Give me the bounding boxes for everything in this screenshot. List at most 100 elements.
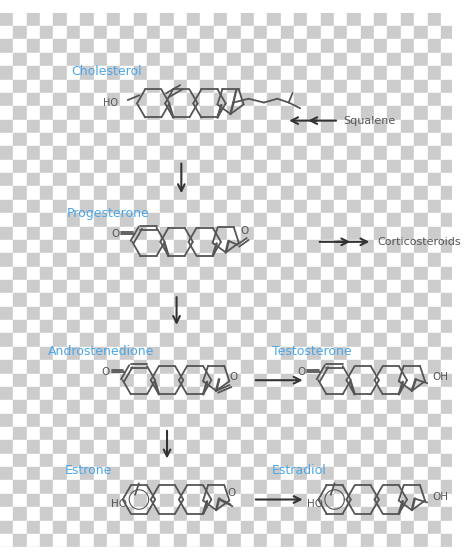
Bar	[294, 120, 307, 133]
Bar	[134, 26, 147, 40]
Bar	[374, 467, 387, 480]
Bar	[173, 160, 187, 173]
Bar	[361, 480, 374, 494]
Bar	[54, 520, 67, 534]
Bar	[27, 440, 40, 454]
Bar	[387, 534, 401, 547]
Bar	[334, 467, 347, 480]
Bar	[214, 387, 227, 400]
Bar	[93, 146, 107, 160]
Bar	[0, 200, 13, 213]
Bar	[0, 400, 13, 414]
Bar	[40, 53, 54, 66]
Bar	[428, 120, 441, 133]
Bar	[201, 454, 214, 467]
Bar	[240, 400, 254, 414]
Bar	[227, 387, 240, 400]
Bar	[374, 400, 387, 414]
Bar	[347, 160, 361, 173]
Bar	[428, 427, 441, 440]
Bar	[321, 53, 334, 66]
Bar	[387, 360, 401, 374]
Bar	[187, 66, 201, 80]
Bar	[187, 146, 201, 160]
Bar	[160, 253, 173, 267]
Bar	[13, 200, 27, 213]
Bar	[67, 80, 80, 93]
Bar	[67, 13, 80, 26]
Bar	[307, 280, 321, 293]
Bar	[187, 440, 201, 454]
Bar	[334, 360, 347, 374]
Bar	[107, 66, 120, 80]
Bar	[67, 467, 80, 480]
Bar	[240, 427, 254, 440]
Bar	[281, 480, 294, 494]
Bar	[281, 320, 294, 333]
Bar	[27, 547, 40, 560]
Bar	[387, 280, 401, 293]
Bar	[267, 427, 281, 440]
Bar	[173, 26, 187, 40]
Bar	[120, 467, 134, 480]
Bar	[281, 414, 294, 427]
Bar	[361, 106, 374, 120]
Bar	[281, 253, 294, 267]
Bar	[147, 13, 160, 26]
Bar	[428, 320, 441, 333]
Bar	[321, 80, 334, 93]
Bar	[120, 494, 134, 507]
Bar	[13, 333, 27, 347]
Bar	[428, 200, 441, 213]
Bar	[0, 507, 13, 520]
Bar	[361, 66, 374, 80]
Bar	[294, 534, 307, 547]
Bar	[267, 93, 281, 106]
Bar	[54, 427, 67, 440]
Bar	[441, 467, 454, 480]
Bar	[80, 186, 93, 200]
Bar	[147, 53, 160, 66]
Text: O: O	[111, 228, 119, 239]
Bar	[80, 66, 93, 80]
Bar	[201, 520, 214, 534]
Bar	[214, 267, 227, 280]
Bar	[173, 307, 187, 320]
Bar	[254, 13, 267, 26]
Bar	[187, 133, 201, 146]
Bar	[0, 494, 13, 507]
Bar	[214, 467, 227, 480]
Bar	[307, 240, 321, 253]
Bar	[120, 360, 134, 374]
Bar	[254, 307, 267, 320]
Bar	[240, 534, 254, 547]
Bar	[387, 53, 401, 66]
Bar	[441, 347, 454, 360]
Bar	[40, 133, 54, 146]
Bar	[267, 547, 281, 560]
Bar	[334, 414, 347, 427]
Bar	[281, 400, 294, 414]
Bar	[441, 26, 454, 40]
Bar	[147, 160, 160, 173]
Bar	[441, 227, 454, 240]
Bar	[374, 173, 387, 186]
Bar	[0, 280, 13, 293]
Bar	[361, 293, 374, 307]
Bar	[401, 146, 414, 160]
Bar	[240, 280, 254, 293]
Bar	[294, 307, 307, 320]
Bar	[147, 133, 160, 146]
Bar	[428, 534, 441, 547]
Bar	[267, 133, 281, 146]
Bar	[321, 133, 334, 146]
Bar	[347, 427, 361, 440]
Bar	[334, 186, 347, 200]
Bar	[173, 173, 187, 186]
Bar	[401, 267, 414, 280]
Bar	[201, 106, 214, 120]
Bar	[0, 347, 13, 360]
Bar	[120, 547, 134, 560]
Bar	[387, 253, 401, 267]
Bar	[307, 146, 321, 160]
